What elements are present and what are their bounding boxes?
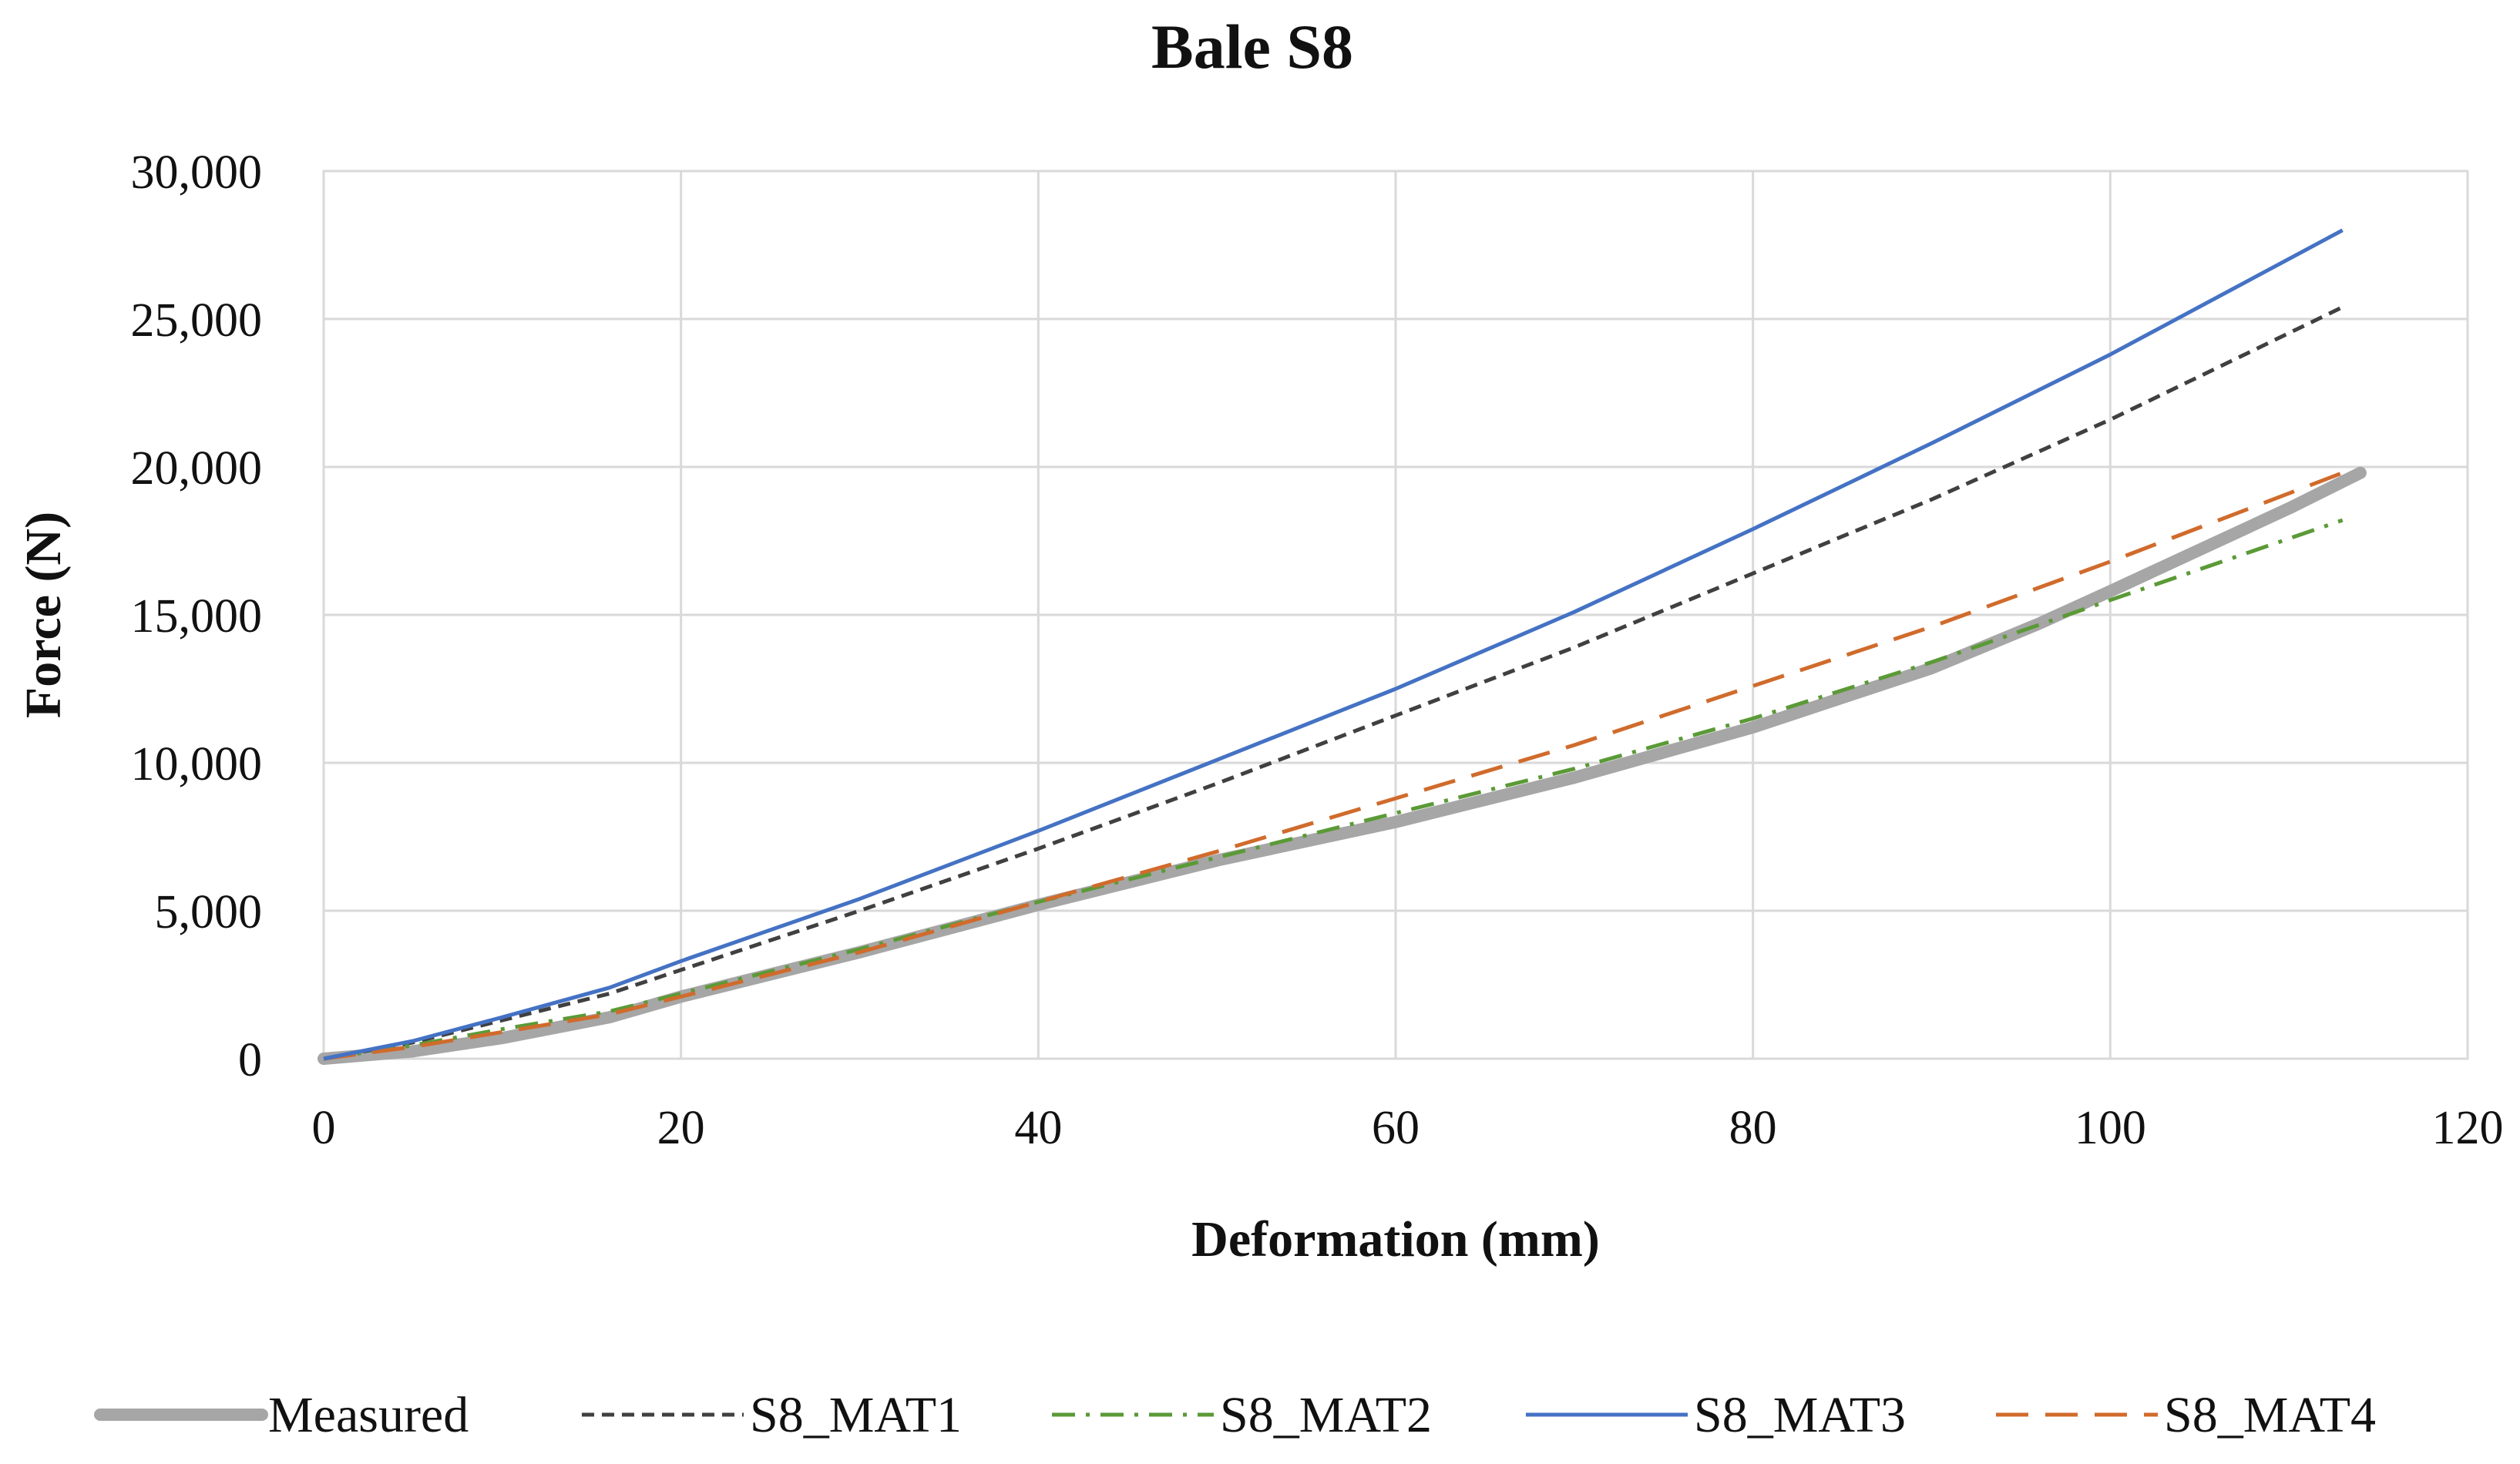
- y-tick-label: 25,000: [131, 294, 263, 347]
- y-tick-label: 15,000: [131, 590, 263, 643]
- x-axis-label: Deformation (mm): [1191, 1211, 1600, 1268]
- legend-label: S8_MAT1: [750, 1387, 962, 1443]
- legend-label: S8_MAT4: [2164, 1387, 2376, 1443]
- y-axis-ticks: 0 5,000 10,000 15,000 20,000 25,000 30,000: [131, 146, 263, 1086]
- legend-label: S8_MAT2: [1220, 1387, 1432, 1443]
- y-tick-label: 10,000: [131, 738, 263, 791]
- x-tick-label: 80: [1729, 1102, 1777, 1154]
- x-tick-label: 120: [2432, 1102, 2504, 1154]
- x-tick-label: 40: [1014, 1102, 1062, 1154]
- x-axis-ticks: 0 20 40 60 80 100 120: [312, 1102, 2504, 1154]
- series-line-s8-mat4: [323, 471, 2344, 1061]
- legend-label: S8_MAT3: [1694, 1387, 1906, 1443]
- chart-title: Bale S8: [1151, 12, 1353, 82]
- series-line-s8-mat2: [323, 518, 2344, 1061]
- series-line-measured: [318, 466, 2367, 1065]
- plot-area-frame: [322, 170, 2469, 1060]
- y-tick-label: 30,000: [131, 146, 263, 199]
- legend-label: Measured: [268, 1387, 469, 1443]
- x-tick-label: 0: [312, 1102, 336, 1154]
- series-lines: [318, 228, 2367, 1065]
- y-tick-label: 5,000: [155, 886, 263, 939]
- y-tick-label: 20,000: [131, 442, 263, 495]
- legend: Measured S8_MAT1 S8_MAT2 S8_MAT3 S8_MAT4: [94, 1387, 2376, 1443]
- x-tick-label: 60: [1372, 1102, 1420, 1154]
- series-line-s8-mat3: [323, 228, 2344, 1061]
- series-line-s8-mat1: [323, 305, 2344, 1061]
- x-tick-label: 100: [2075, 1102, 2146, 1154]
- y-tick-label: 0: [238, 1034, 262, 1086]
- x-tick-label: 20: [657, 1102, 705, 1154]
- y-axis-label: Force (N): [15, 512, 72, 718]
